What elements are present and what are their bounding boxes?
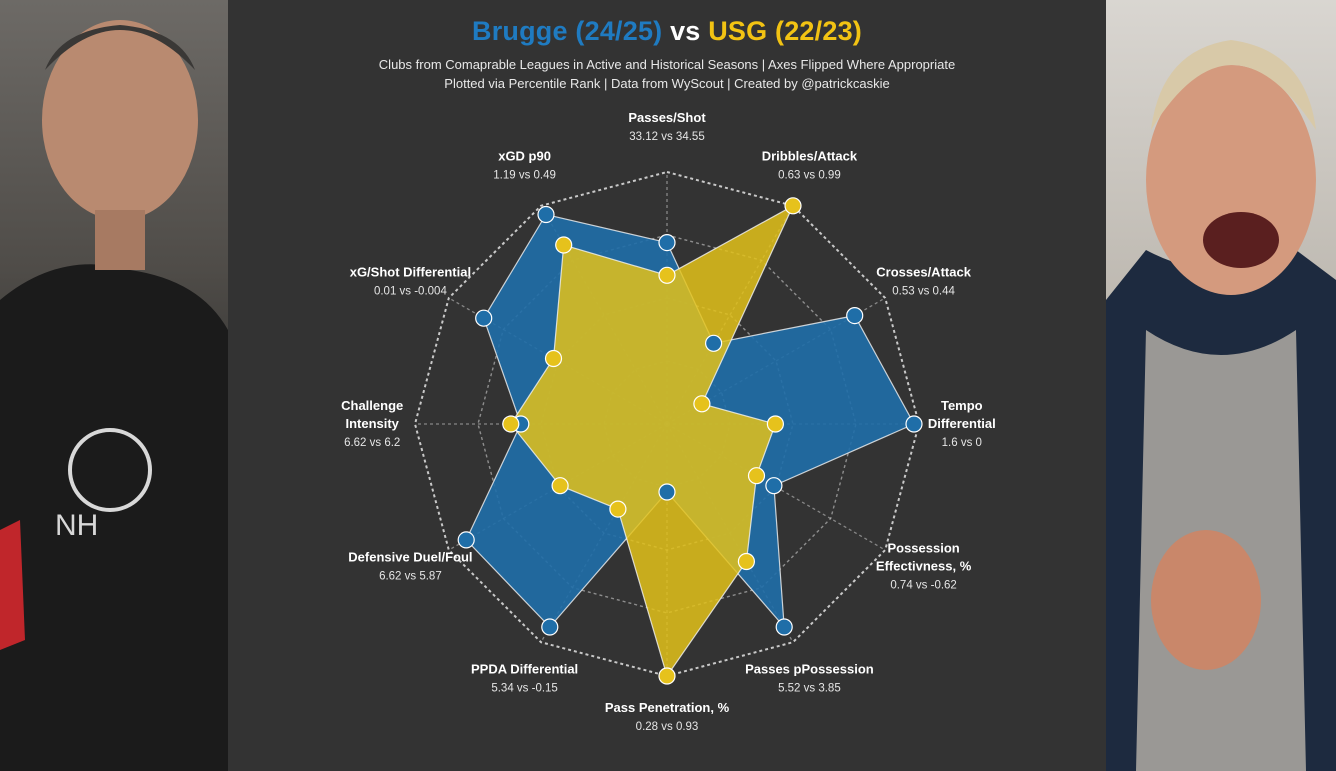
series-1-point-6 [658, 667, 676, 685]
radar-chart: Passes/Shot 33.12 vs 34.55 Dribbles/Attack… [341, 110, 996, 733]
axis-values-4: 0.74 vs -0.62 [890, 579, 956, 591]
series-1-point-11 [555, 236, 573, 254]
series-1-point-10 [544, 349, 563, 368]
series-0-point-0 [658, 234, 676, 252]
axis-label-8: Defensive Duel/Foul 6.62 vs 5.87 [348, 549, 472, 582]
axis-values-0: 33.12 vs 34.55 [629, 131, 704, 143]
series-1-point-0 [658, 266, 676, 284]
subtitle-line-1: Clubs from Comaprable Leagues in Active … [378, 57, 956, 72]
axis-values-3: 1.6 vs 0 [942, 437, 982, 449]
series-1-point-2 [693, 395, 711, 413]
axis-name-7-line-0: PPDA Differential [471, 662, 578, 677]
brugge-manager-photo: NH [0, 0, 228, 771]
axis-name-9-line-0: Challenge [341, 398, 403, 413]
axis-name-6-line-0: Pass Penetration, % [605, 700, 730, 715]
series-0-point-3 [905, 415, 923, 433]
series-1-point-5 [737, 552, 756, 571]
series-0-point-4 [765, 477, 783, 495]
series-1-point-7 [609, 500, 627, 518]
series-0-point-6 [658, 483, 676, 501]
axis-label-3: Tempo Differential 1.6 vs 0 [928, 398, 996, 449]
title-vs: vs [670, 16, 701, 46]
axis-label-6: Pass Penetration, % 0.28 vs 0.93 [605, 700, 730, 733]
axis-name-3-line-1: Differential [928, 416, 996, 431]
axis-name-4-line-1: Effectivness, % [876, 558, 972, 573]
axis-name-8-line-0: Defensive Duel/Foul [348, 549, 472, 564]
axis-values-2: 0.53 vs 0.44 [892, 286, 955, 298]
title-team-a: Brugge (24/25) [472, 16, 663, 46]
axis-label-5: Passes pPossession 5.52 vs 3.85 [745, 662, 874, 695]
axis-label-1: Dribbles/Attack 0.63 vs 0.99 [762, 148, 858, 181]
series-1-point-8 [551, 477, 569, 495]
axis-values-5: 5.52 vs 3.85 [778, 683, 841, 695]
series-0-point-8 [457, 531, 475, 549]
axis-label-2: Crosses/Attack 0.53 vs 0.44 [876, 265, 971, 298]
axis-name-11-line-0: xGD p90 [498, 148, 551, 163]
axis-label-4: Possession Effectivness, % 0.74 vs -0.62 [876, 540, 972, 591]
axis-label-9: Challenge Intensity 6.62 vs 6.2 [341, 398, 403, 449]
axis-values-7: 5.34 vs -0.15 [491, 683, 557, 695]
series-1-point-1 [784, 197, 802, 215]
axis-name-5-line-0: Passes pPossession [745, 662, 874, 677]
series-0-point-1 [705, 334, 723, 352]
axis-name-3-line-0: Tempo [941, 398, 983, 413]
series-1-point-9 [502, 415, 520, 433]
axis-values-10: 0.01 vs -0.004 [374, 286, 447, 298]
axis-name-1-line-0: Dribbles/Attack [762, 148, 858, 163]
axis-name-4-line-0: Possession [887, 540, 959, 555]
series-1-point-3 [766, 415, 785, 433]
usg-manager-photo [1106, 0, 1336, 771]
axis-name-9-line-1: Intensity [345, 416, 399, 431]
axis-values-8: 6.62 vs 5.87 [379, 570, 442, 582]
series-0-point-2 [846, 307, 864, 325]
subtitle-line-2: Plotted via Percentile Rank | Data from … [444, 76, 890, 91]
axis-values-11: 1.19 vs 0.49 [493, 169, 556, 181]
axis-label-11: xGD p90 1.19 vs 0.49 [493, 148, 556, 181]
title-team-b: USG (22/23) [708, 16, 862, 46]
chart-title: Brugge (24/25) vs USG (22/23) [228, 16, 1106, 47]
series-0-point-7 [541, 618, 559, 636]
axis-values-1: 0.63 vs 0.99 [778, 169, 841, 181]
axis-values-9: 6.62 vs 6.2 [344, 437, 400, 449]
axis-label-10: xG/Shot Differential 0.01 vs -0.004 [350, 265, 471, 298]
chart-panel: Brugge (24/25) vs USG (22/23) Clubs from… [228, 0, 1106, 771]
svg-text:NH: NH [55, 509, 98, 542]
axis-label-0: Passes/Shot 33.12 vs 34.55 [628, 110, 706, 143]
axis-values-6: 0.28 vs 0.93 [636, 721, 699, 733]
axis-label-7: PPDA Differential 5.34 vs -0.15 [471, 662, 578, 695]
axis-name-10-line-0: xG/Shot Differential [350, 265, 471, 280]
series-0-point-5 [775, 618, 793, 636]
series-1-point-4 [747, 467, 766, 485]
axis-name-0-line-0: Passes/Shot [628, 110, 706, 125]
series-0-point-11 [537, 205, 555, 224]
axis-name-2-line-0: Crosses/Attack [876, 265, 971, 280]
series-0-point-10 [475, 309, 493, 327]
